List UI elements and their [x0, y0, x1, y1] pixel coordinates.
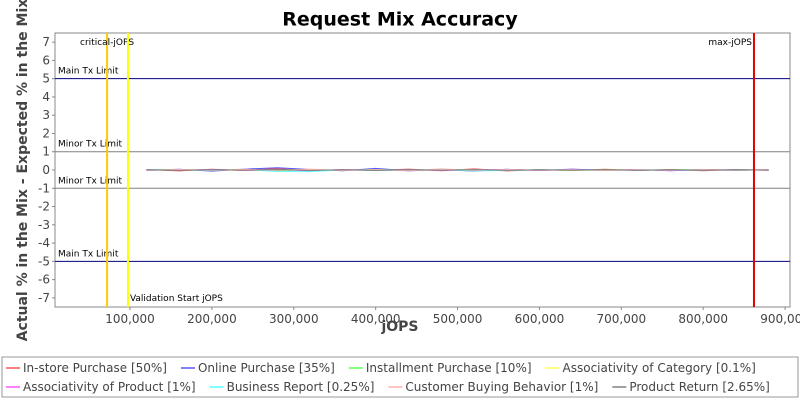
- legend-label: In-store Purchase [50%]: [23, 361, 167, 375]
- y-tick-label: 1: [42, 145, 50, 159]
- legend-label: Product Return [2.65%]: [629, 380, 770, 394]
- y-axis-label: Actual % in the Mix - Expected % in the …: [15, 0, 31, 341]
- x-axis-label: jOPS: [380, 319, 418, 335]
- x-marker-label: critical-jOPS: [80, 38, 134, 48]
- y-tick-label: 0: [42, 163, 50, 177]
- x-tick-label: 900,000: [760, 312, 800, 326]
- x-marker-label: max-jOPS: [708, 38, 752, 48]
- legend-label: Associativity of Category [0.1%]: [563, 361, 756, 375]
- legend-box: [1, 356, 799, 398]
- x-tick-label: 700,000: [597, 312, 647, 326]
- y-marker-label: Minor Tx Limit: [58, 176, 123, 186]
- y-tick-label: 2: [42, 126, 50, 140]
- legend-label: Associativity of Product [1%]: [23, 380, 196, 394]
- legend-label: Business Report [0.25%]: [227, 380, 375, 394]
- y-marker-label: Minor Tx Limit: [58, 140, 123, 150]
- legend-label: Customer Buying Behavior [1%]: [405, 380, 598, 394]
- x-marker-label: Validation Start jOPS: [130, 294, 223, 304]
- x-tick-label: 500,000: [433, 312, 483, 326]
- y-tick-label: -5: [38, 254, 50, 268]
- legend-label: Online Purchase [35%]: [198, 361, 335, 375]
- y-tick-label: -7: [38, 291, 50, 305]
- x-tick-label: 100,000: [105, 312, 155, 326]
- y-tick-label: 6: [42, 53, 50, 67]
- chart-title: Request Mix Accuracy: [282, 9, 518, 31]
- series-line: [146, 168, 769, 172]
- y-tick-label: -3: [38, 218, 50, 232]
- y-tick-label: 4: [42, 90, 50, 104]
- x-tick-label: 300,000: [269, 312, 319, 326]
- legend-label: Installment Purchase [10%]: [366, 361, 532, 375]
- y-tick-label: -6: [38, 273, 50, 287]
- y-tick-label: 5: [42, 72, 50, 86]
- x-tick-label: 600,000: [515, 312, 565, 326]
- y-tick-label: -2: [38, 200, 50, 214]
- y-marker-label: Main Tx Limit: [58, 249, 119, 259]
- x-tick-label: 200,000: [187, 312, 237, 326]
- x-tick-label: 800,000: [678, 312, 728, 326]
- y-marker-label: Main Tx Limit: [58, 67, 119, 77]
- y-tick-label: 7: [42, 35, 50, 49]
- y-tick-label: 3: [42, 108, 50, 122]
- x-tick-label: 400,000: [351, 312, 401, 326]
- y-tick-label: -4: [38, 236, 50, 250]
- y-tick-label: -1: [38, 181, 50, 195]
